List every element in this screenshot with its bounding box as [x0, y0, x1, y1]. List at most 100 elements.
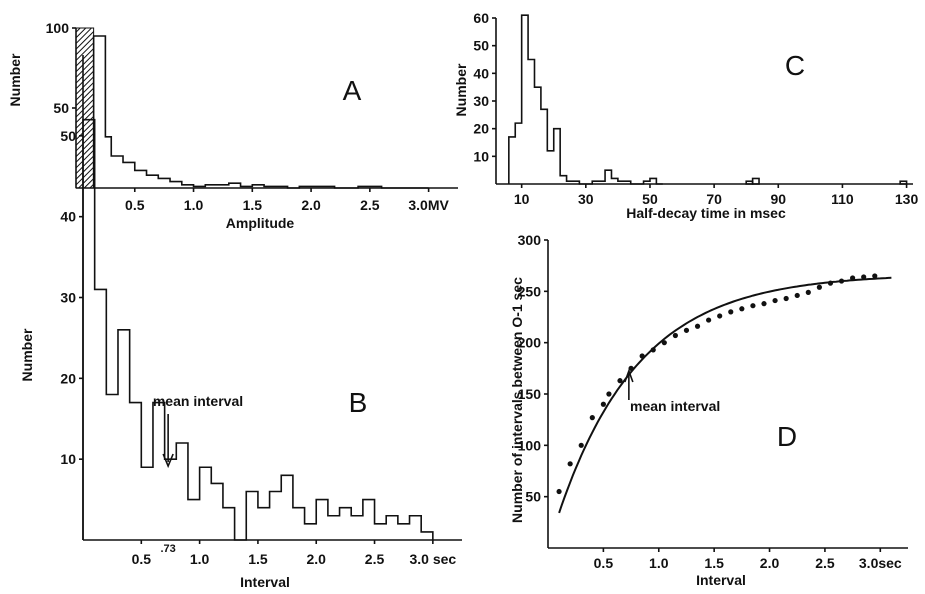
data-point — [706, 317, 712, 323]
data-point — [694, 323, 701, 329]
y-axis-label: Number — [453, 63, 469, 116]
data-point — [750, 303, 756, 309]
y-tick-label: 40 — [60, 209, 76, 225]
data-point — [639, 353, 645, 359]
x-tick-label: 1.5 — [704, 555, 724, 571]
data-point — [717, 313, 723, 319]
y-tick-label: 10 — [473, 148, 489, 164]
x-axis-label: Half-decay time in msec — [626, 205, 786, 221]
y-tick-label: 50 — [473, 38, 489, 54]
x-tick-label: 1.5 — [243, 197, 263, 213]
data-point — [728, 309, 734, 315]
x-axis-label: Interval — [240, 574, 290, 590]
y-axis-label: Number — [7, 53, 23, 106]
x-tick-label: 2.0 — [301, 197, 321, 213]
mean-interval-label: mean interval — [630, 398, 720, 414]
y-tick-label: 50 — [525, 489, 541, 505]
x-tick-label: 2.0 — [760, 555, 780, 571]
y-tick-label: 40 — [473, 65, 489, 81]
data-point — [589, 415, 595, 421]
data-point — [567, 461, 573, 467]
data-point — [628, 365, 634, 371]
x-tick-label: 0.5 — [132, 551, 152, 567]
y-tick-label: 60 — [473, 10, 489, 26]
data-point — [556, 488, 562, 495]
data-point — [650, 347, 656, 353]
shaded-region — [75, 27, 95, 189]
y-tick-label: 150 — [518, 386, 542, 402]
data-point — [617, 378, 623, 384]
x-tick-label: 90 — [770, 191, 786, 207]
x-tick-label: 1.0 — [190, 551, 210, 567]
data-point — [600, 401, 606, 407]
x-tick-label: 2.0 — [306, 551, 326, 567]
mean-interval-arrow-head — [624, 368, 634, 383]
x-axis-label: Interval — [696, 572, 746, 588]
x-tick-label: 50 — [642, 191, 658, 207]
y-tick-label: 50 — [60, 128, 76, 144]
panel-letter: D — [777, 421, 797, 452]
amplitude-histogram — [92, 35, 429, 189]
data-point — [606, 391, 612, 397]
data-point — [661, 340, 667, 346]
data-point — [672, 332, 678, 339]
data-point — [578, 442, 584, 448]
y-tick-label: 100 — [518, 437, 542, 453]
y-axis-label: Number of intervals between O-1 sec — [509, 277, 525, 523]
data-point — [739, 306, 745, 312]
x-tick-label: 1.0 — [184, 197, 204, 213]
panel-a: 0.5 1.0 1.5 2.0 2.5 3.0MV 50 100 Amplitude Number… — [7, 20, 458, 231]
x-tick-label: 1.5 — [248, 551, 268, 567]
y-tick-label: 20 — [473, 121, 489, 137]
x-tick-label: 1.0 — [649, 555, 669, 571]
x-tick-label: 3.0MV — [408, 197, 449, 213]
y-tick-label: 50 — [53, 100, 69, 116]
x-tick-label: 3.0sec — [859, 555, 902, 571]
data-point — [794, 292, 800, 299]
x-tick-label: 3.0 sec — [409, 551, 456, 567]
data-point — [805, 289, 811, 295]
x-tick-label: 2.5 — [365, 551, 385, 567]
x-tick-label: 2.5 — [360, 197, 380, 213]
y-tick-label: 30 — [473, 93, 489, 109]
x-axis-label: Amplitude — [226, 215, 295, 231]
x-tick-label: 130 — [895, 191, 919, 207]
x-tick-label: 2.5 — [815, 555, 835, 571]
data-point — [838, 278, 845, 284]
y-tick-label: 200 — [518, 335, 542, 351]
data-point — [783, 295, 789, 302]
panel-c: 10 30 50 70 90 110 130 10 20 30 40 50 60 Half-decay t… — [453, 10, 918, 221]
panel-d: 0.5 1.0 1.5 2.0 2.5 3.0sec 50 100 150 200 250 300 In… — [509, 232, 908, 588]
mean-interval-mark: .73 — [160, 543, 175, 555]
y-tick-label: 250 — [518, 283, 542, 299]
x-tick-label: 0.5 — [125, 197, 145, 213]
panel-letter: A — [343, 75, 362, 106]
x-tick-label: 0.5 — [594, 555, 614, 571]
histogram-bar — [751, 177, 760, 185]
half-decay-histogram — [508, 14, 663, 185]
data-point — [816, 284, 822, 290]
data-point — [827, 280, 834, 286]
y-axis-label: Number — [19, 328, 35, 381]
y-tick-label: 30 — [60, 290, 76, 306]
data-point — [861, 274, 867, 280]
x-tick-label: 70 — [706, 191, 722, 207]
data-point — [850, 275, 856, 281]
x-tick-label: 30 — [578, 191, 594, 207]
y-tick-label: 10 — [60, 451, 76, 467]
fitted-curve — [558, 276, 892, 514]
panel-letter: B — [349, 387, 368, 418]
mean-interval-label: mean interval — [153, 393, 243, 409]
x-tick-label: 110 — [831, 191, 854, 207]
y-tick-label: 20 — [60, 370, 76, 386]
y-tick-label: 300 — [518, 232, 542, 248]
panel-letter: C — [785, 50, 805, 81]
mean-interval-arrow-head — [162, 453, 174, 469]
data-point — [772, 297, 778, 304]
panel-b: 0.5 1.0 1.5 2.0 2.5 3.0 sec 10 20 30 40 50 Interval… — [19, 55, 462, 590]
y-tick-label: 100 — [46, 20, 70, 36]
x-tick-label: 10 — [514, 191, 530, 207]
data-point — [683, 327, 690, 333]
data-point — [872, 273, 878, 279]
